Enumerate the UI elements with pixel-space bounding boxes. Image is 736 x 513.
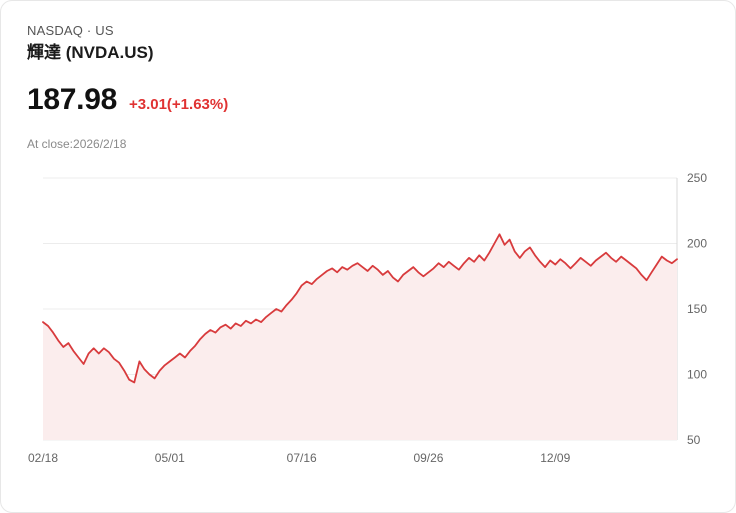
quote-header: NASDAQ · US 輝達 (NVDA.US) 187.98 +3.01(+1… — [1, 1, 735, 151]
x-axis-label: 05/01 — [155, 451, 185, 465]
x-axis-label: 09/26 — [413, 451, 443, 465]
y-axis-label: 250 — [687, 171, 707, 185]
exchange-label: NASDAQ · US — [27, 23, 114, 38]
y-axis-label: 100 — [687, 368, 707, 382]
x-axis-label: 02/18 — [28, 451, 58, 465]
x-axis-label: 07/16 — [287, 451, 317, 465]
x-axis-label: 12/09 — [540, 451, 570, 465]
y-axis-label: 150 — [687, 302, 707, 316]
price-chart-svg[interactable]: 250 200 150 100 50 02/18 05/01 07/16 09/26 12/09 — [1, 155, 736, 475]
current-price: 187.98 — [27, 83, 117, 116]
price-row: 187.98 +3.01(+1.63%) — [27, 83, 709, 117]
y-axis-label: 50 — [687, 433, 701, 447]
price-chart[interactable]: 250 200 150 100 50 02/18 05/01 07/16 09/26 12/09 — [1, 155, 735, 480]
price-change: +3.01(+1.63%) — [128, 96, 229, 113]
area-fill — [43, 234, 677, 440]
close-info: At close:2026/2/18 — [27, 137, 127, 151]
price-line — [42, 233, 678, 384]
stock-name: 輝達 (NVDA.US) — [27, 43, 154, 62]
y-axis-label: 200 — [687, 237, 707, 251]
